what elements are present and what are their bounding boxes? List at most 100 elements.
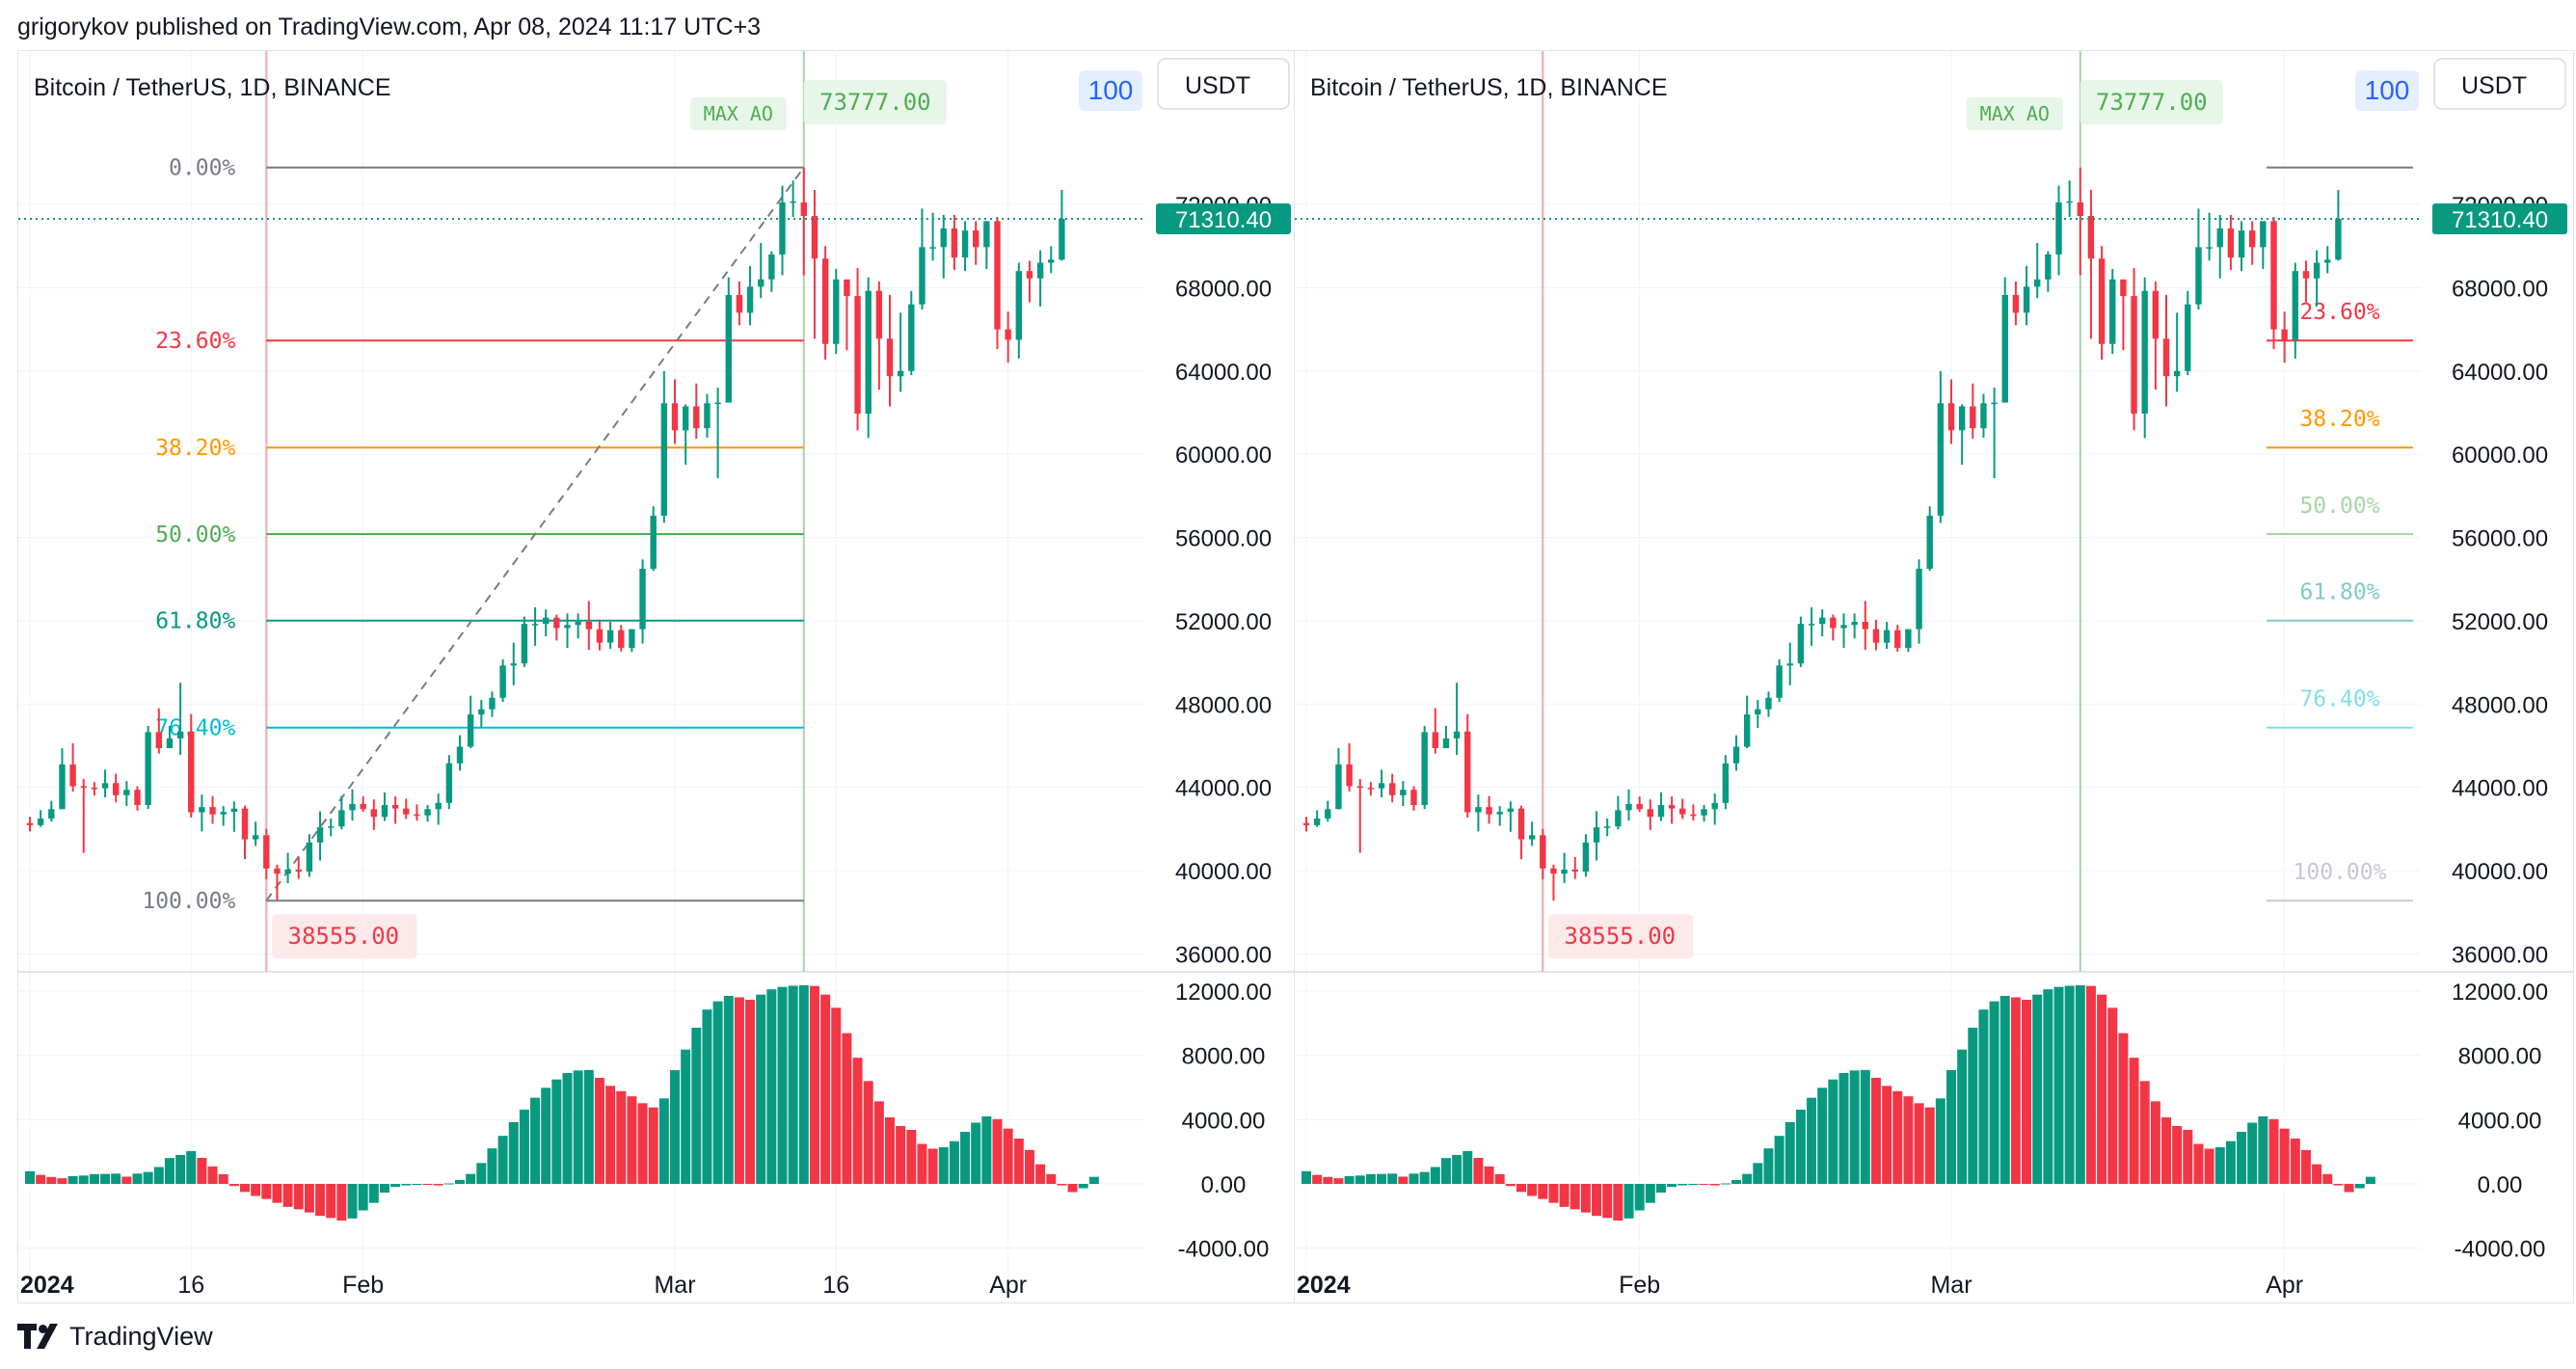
candle-body[interactable] (585, 621, 592, 630)
candle-body[interactable] (671, 403, 679, 431)
ao-bar[interactable] (1494, 1174, 1505, 1184)
ao-bar[interactable] (2183, 1130, 2193, 1184)
ao-bar[interactable] (1592, 1184, 1602, 1217)
ao-bar[interactable] (637, 1103, 648, 1184)
ao-bar[interactable] (1763, 1148, 1774, 1184)
ao-bar[interactable] (1067, 1184, 1078, 1193)
ao-bar[interactable] (1548, 1184, 1559, 1203)
candle-body[interactable] (188, 731, 195, 813)
ao-bar[interactable] (111, 1173, 121, 1184)
candle-body[interactable] (1636, 803, 1643, 810)
candle-body[interactable] (230, 808, 238, 813)
candle-body[interactable] (1507, 808, 1515, 813)
candle-body[interactable] (1894, 630, 1901, 648)
ao-bar[interactable] (1720, 1183, 1731, 1185)
ao-bar[interactable] (777, 986, 788, 1184)
candle-body[interactable] (209, 807, 216, 815)
ao-bar[interactable] (1838, 1073, 1849, 1184)
ao-bar[interactable] (422, 1184, 433, 1185)
ao-bar[interactable] (433, 1184, 443, 1186)
candle-body[interactable] (1540, 835, 1546, 869)
last-price-tag[interactable] (2432, 202, 2567, 234)
ao-bar[interactable] (519, 1110, 529, 1184)
candle-body[interactable] (1313, 819, 1321, 825)
ao-bar[interactable] (282, 1184, 293, 1207)
ao-bar[interactable] (1795, 1110, 1806, 1184)
candle-body[interactable] (48, 809, 55, 819)
ao-bar[interactable] (132, 1173, 143, 1184)
candle-body[interactable] (1015, 271, 1022, 340)
ao-bar[interactable] (616, 1090, 627, 1184)
ao-bar[interactable] (2022, 1000, 2032, 1184)
ao-bar[interactable] (401, 1184, 412, 1186)
ao-bar[interactable] (1968, 1028, 1978, 1184)
candle-body[interactable] (650, 515, 657, 569)
ao-bar[interactable] (681, 1049, 691, 1184)
ao-bar[interactable] (1003, 1128, 1013, 1184)
ao-bar[interactable] (734, 997, 744, 1185)
candle-body[interactable] (360, 803, 366, 810)
candle-body[interactable] (2185, 304, 2191, 371)
candle-body[interactable] (1335, 764, 1342, 810)
ao-bar[interactable] (2097, 994, 2107, 1184)
candle-body[interactable] (758, 279, 765, 287)
candle-body[interactable] (693, 406, 700, 429)
ao-bar[interactable] (304, 1184, 314, 1213)
ao-bar[interactable] (1088, 1176, 1099, 1184)
candle-body[interactable] (145, 732, 151, 805)
candle-body[interactable] (746, 286, 754, 313)
ao-bar[interactable] (1807, 1097, 1817, 1184)
candle-body[interactable] (2162, 338, 2170, 377)
candle-body[interactable] (113, 783, 120, 795)
candle-body[interactable] (1496, 812, 1503, 815)
candle-body[interactable] (435, 802, 442, 810)
ao-bar[interactable] (358, 1184, 368, 1211)
ao-bar[interactable] (228, 1184, 239, 1187)
ao-bar[interactable] (272, 1184, 282, 1203)
ao-bar[interactable] (1623, 1184, 1634, 1219)
ao-bar[interactable] (562, 1073, 573, 1184)
ao-bar[interactable] (2118, 1033, 2129, 1184)
ao-bar[interactable] (1078, 1184, 1088, 1189)
ao-bar[interactable] (1602, 1184, 1613, 1219)
candle-body[interactable] (875, 290, 883, 339)
candle-body[interactable] (91, 788, 98, 790)
candle-body[interactable] (2227, 228, 2235, 258)
candle-body[interactable] (714, 402, 721, 405)
candle-body[interactable] (1970, 406, 1976, 429)
candle-body[interactable] (2034, 279, 2041, 287)
ao-bar[interactable] (1484, 1166, 1494, 1184)
candle-body[interactable] (800, 201, 807, 216)
candle-body[interactable] (59, 764, 66, 810)
ao-bar[interactable] (1333, 1178, 1344, 1184)
ao-bar[interactable] (443, 1183, 454, 1185)
ao-bar[interactable] (1057, 1184, 1067, 1186)
candle-body[interactable] (220, 812, 227, 815)
ao-bar[interactable] (831, 1007, 842, 1184)
candle-body[interactable] (2152, 290, 2160, 339)
ao-bar[interactable] (605, 1086, 616, 1184)
ao-bar[interactable] (2268, 1118, 2279, 1184)
ao-bar[interactable] (2290, 1139, 2300, 1184)
ao-bar[interactable] (2043, 989, 2053, 1184)
ao-bar[interactable] (756, 994, 766, 1184)
candle-body[interactable] (295, 869, 302, 872)
ao-bar[interactable] (1301, 1170, 1311, 1184)
ao-bar[interactable] (863, 1081, 873, 1184)
candle-body[interactable] (543, 617, 550, 625)
candle-body[interactable] (1840, 625, 1847, 629)
ao-bar[interactable] (2344, 1184, 2354, 1193)
ao-bar[interactable] (36, 1174, 46, 1184)
candle-body[interactable] (2109, 279, 2116, 344)
ao-bar[interactable] (2193, 1143, 2204, 1185)
candle-body[interactable] (403, 808, 410, 815)
candle-body[interactable] (521, 624, 528, 664)
ao-bar[interactable] (1035, 1164, 1046, 1184)
ao-bar[interactable] (164, 1158, 174, 1184)
ao-bar[interactable] (981, 1116, 992, 1184)
candle-body[interactable] (1926, 515, 1933, 569)
candle-body[interactable] (1862, 621, 1868, 630)
candle-body[interactable] (1378, 783, 1385, 789)
ao-bar[interactable] (788, 985, 798, 1185)
candle-body[interactable] (489, 697, 496, 710)
